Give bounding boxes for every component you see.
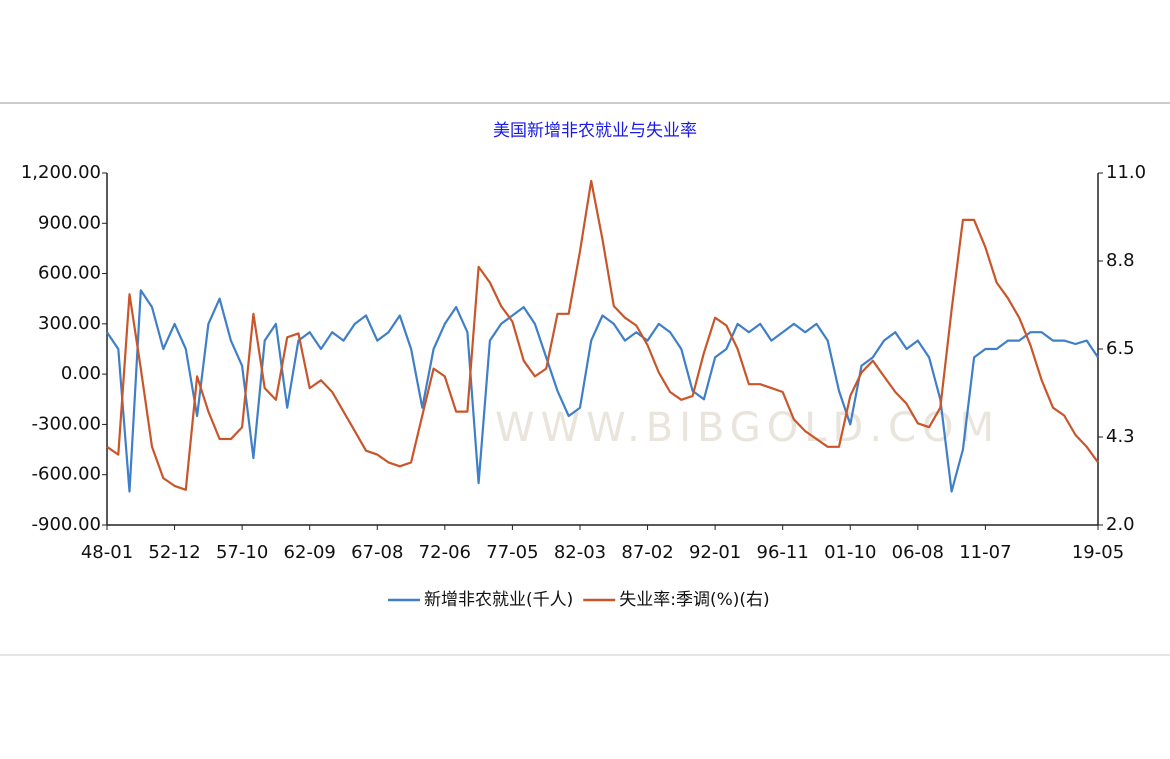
y2-tick-label: 11.0 — [1106, 162, 1146, 183]
series-line — [106, 179, 1099, 491]
x-tick-label: 48-01 — [81, 542, 133, 563]
watermark: WWW.BIBGOLD.COM — [495, 405, 1000, 451]
x-tick-label: 96-11 — [757, 542, 809, 563]
series-line — [106, 289, 1099, 493]
y-tick-label: -900.00 — [32, 514, 101, 535]
x-tick-label: 62-09 — [284, 542, 336, 563]
x-tick-label: 87-02 — [621, 542, 673, 563]
x-tick-label: 57-10 — [216, 542, 268, 563]
legend-label: 失业率:季调(%)(右) — [619, 590, 769, 610]
x-tick-label: 92-01 — [689, 542, 741, 563]
y2-tick-label: 4.3 — [1106, 426, 1135, 447]
y-tick-label: 300.00 — [38, 313, 101, 334]
y-tick-label: -600.00 — [32, 464, 101, 485]
x-tick-label: 01-10 — [824, 542, 876, 563]
y-tick-label: -300.00 — [32, 413, 101, 434]
y-tick-label: 0.00 — [61, 363, 101, 384]
x-tick-label: 19-05 — [1072, 542, 1124, 563]
x-tick-label: 72-06 — [419, 542, 471, 563]
legend-label: 新增非农就业(千人) — [424, 590, 573, 610]
chart-title: 美国新增非农就业与失业率 — [493, 121, 697, 141]
x-tick-label: 52-12 — [148, 542, 200, 563]
x-tick-label: 67-08 — [351, 542, 403, 563]
x-tick-label: 82-03 — [554, 542, 606, 563]
x-tick-label: 06-08 — [892, 542, 944, 563]
y2-tick-label: 8.8 — [1106, 250, 1135, 271]
x-tick-label: 77-05 — [486, 542, 538, 563]
y-tick-label: 1,200.00 — [21, 162, 101, 183]
y2-tick-label: 2.0 — [1106, 514, 1135, 535]
y-tick-label: 600.00 — [38, 263, 101, 284]
y-tick-label: 900.00 — [38, 212, 101, 233]
x-tick-label: 11-07 — [959, 542, 1011, 563]
y2-tick-label: 6.5 — [1106, 338, 1135, 359]
